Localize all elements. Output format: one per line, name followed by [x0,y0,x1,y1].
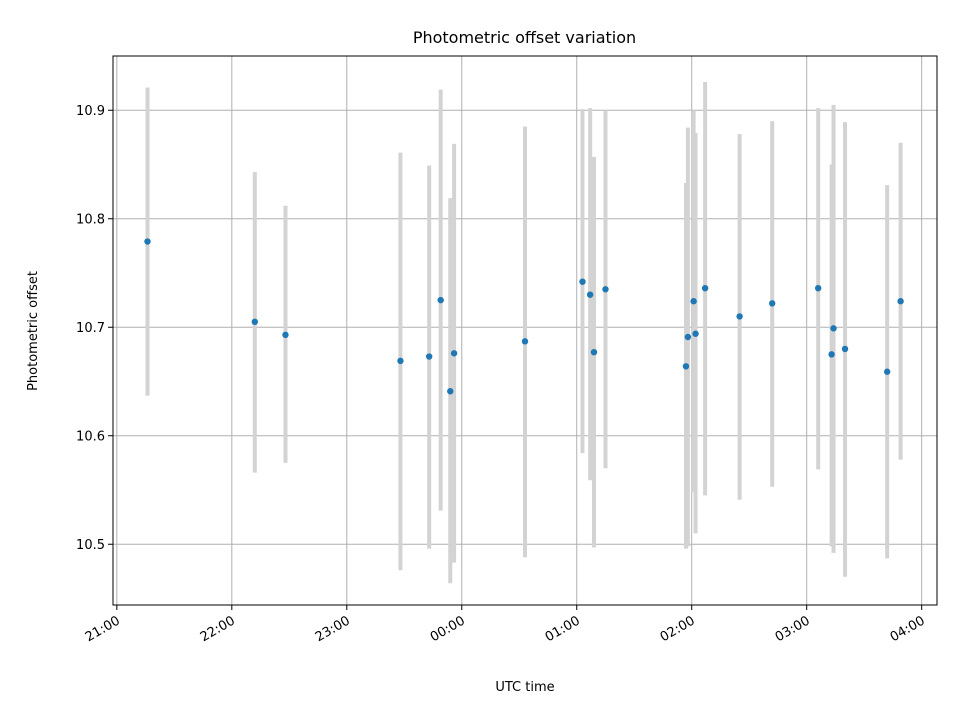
data-point [586,291,594,298]
x-tick-label: 21:00 [83,613,123,645]
data-point [883,368,891,375]
data-point [684,333,692,341]
x-tick-label: 22:00 [198,613,238,645]
y-tick-label: 10.6 [76,430,105,445]
data-point [447,388,454,395]
data-point [590,348,598,356]
data-point [692,330,699,337]
x-tick-label: 23:00 [313,613,353,645]
x-axis: 21:00 22:00 23:00 00:00 01:00 02:00 03:00 04:00 [83,605,928,645]
data-point [682,363,690,370]
y-tick-label: 10.7 [76,321,105,336]
data-point [437,296,444,304]
errorbars [145,82,903,584]
data-point [769,300,776,307]
x-tick-label: 01:00 [543,613,583,645]
plot-frame [112,55,938,606]
data-point [841,345,849,353]
y-axis-label: Photometric offset [26,271,41,391]
data-point [701,284,709,292]
data-point [828,351,835,358]
data-point [579,278,586,285]
data-points [144,238,904,395]
data-point [736,313,743,320]
data-point [690,298,697,305]
x-axis-label: UTC time [495,680,554,695]
data-point [144,238,151,245]
data-point [830,325,837,332]
data-point [397,357,404,365]
x-tick-label: 00:00 [428,613,468,645]
y-tick-label: 10.5 [76,538,105,553]
x-tick-label: 03:00 [773,613,813,645]
data-point [814,284,822,292]
data-point [521,338,529,345]
data-point [450,350,458,357]
data-point [602,286,609,293]
data-point [897,298,904,305]
y-axis: 10.5 10.6 10.7 10.8 10.9 [76,104,113,553]
y-tick-label: 10.9 [76,104,105,119]
data-point [251,318,259,326]
x-tick-label: 02:00 [658,613,698,645]
y-tick-label: 10.8 [76,213,105,228]
data-point [282,331,289,339]
x-tick-label: 04:00 [888,613,928,645]
chart-title: Photometric offset variation [413,28,636,47]
data-point [425,353,433,360]
